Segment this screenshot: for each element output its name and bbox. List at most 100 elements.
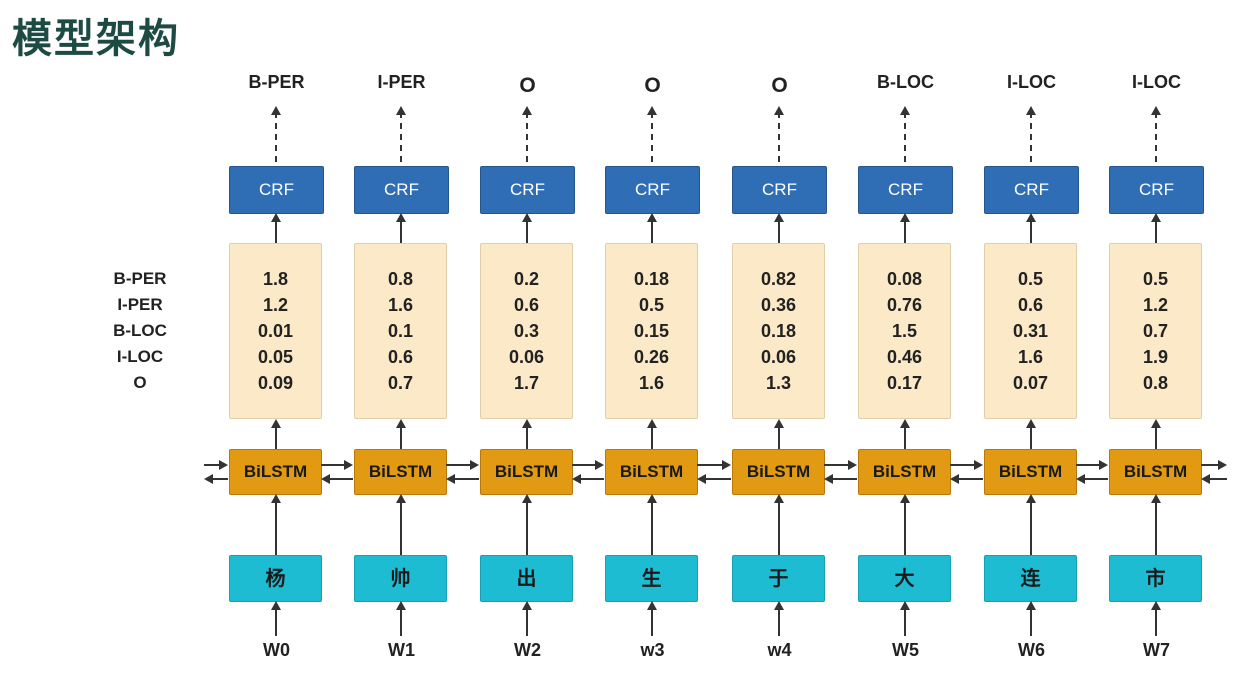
arrow-head [204, 474, 213, 484]
score-list: 0.8 1.6 0.1 0.6 0.7 [355, 266, 446, 396]
forward-arrow [204, 464, 220, 466]
score-list: 0.5 0.6 0.31 1.6 0.07 [985, 266, 1076, 396]
score-value: 0.18 [760, 321, 797, 341]
arrow-head [774, 601, 784, 610]
bilstm-box: BiLSTM [605, 449, 698, 495]
forward-arrow [697, 464, 723, 466]
arrow-head [1099, 460, 1108, 470]
arrow-head [1218, 460, 1227, 470]
bilstm-box: BiLSTM [354, 449, 447, 495]
arrow-head [900, 213, 910, 222]
output-tag: O [771, 74, 788, 97]
score-value: 0.3 [513, 321, 540, 341]
arrow-head [470, 460, 479, 470]
word-label: w3 [640, 640, 665, 660]
score-value: 0.6 [513, 295, 540, 315]
output-tag: O [644, 74, 661, 97]
arrow-head [396, 601, 406, 610]
dashed-arrow [778, 112, 780, 162]
dashed-arrow [275, 112, 277, 162]
char-box: 大 [858, 555, 951, 602]
bilstm-box: BiLSTM [480, 449, 573, 495]
arrow-head [522, 213, 532, 222]
score-value: 0.09 [257, 373, 294, 393]
score-value: 0.8 [387, 269, 414, 289]
arrow-char-to-bilstm [651, 502, 653, 555]
dashed-arrow [400, 112, 402, 162]
arrow-char-to-bilstm [778, 502, 780, 555]
row-label-b-loc: B-LOC [113, 321, 167, 340]
score-value: 0.8 [1142, 373, 1169, 393]
arrow-head [572, 474, 581, 484]
char-box: 杨 [229, 555, 322, 602]
arrow-head [1151, 213, 1161, 222]
score-value: 1.6 [1017, 347, 1044, 367]
row-label-i-loc: I-LOC [116, 347, 164, 366]
backward-arrow [705, 478, 731, 480]
score-box: 0.18 0.5 0.15 0.26 1.6 [605, 243, 698, 419]
score-value: 0.07 [1012, 373, 1049, 393]
char-box: 生 [605, 555, 698, 602]
dashed-arrow-head [396, 106, 406, 115]
backward-arrow [1209, 478, 1227, 480]
dashed-arrow [1030, 112, 1032, 162]
char-box: 于 [732, 555, 825, 602]
arrow-head [900, 601, 910, 610]
output-tag: I-PER [377, 72, 426, 92]
column-5: B-LOC CRF 0.08 0.76 1.5 0.46 0.17 BiLSTM 大 W5 [858, 0, 953, 673]
forward-arrow [950, 464, 975, 466]
arrow-bilstm-to-score [1155, 427, 1157, 449]
score-box: 0.8 1.6 0.1 0.6 0.7 [354, 243, 447, 419]
crf-box: CRF [732, 166, 827, 214]
arrow-head [900, 419, 910, 428]
bilstm-box: BiLSTM [1109, 449, 1202, 495]
arrow-head [647, 419, 657, 428]
arrow-bilstm-to-score [778, 427, 780, 449]
arrow-head [1026, 494, 1036, 503]
arrow-score-to-crf [904, 221, 906, 243]
score-value: 1.2 [1142, 295, 1169, 315]
arrow-char-to-bilstm [400, 502, 402, 555]
arrow-head [1026, 419, 1036, 428]
dashed-arrow [1155, 112, 1157, 162]
arrow-head [1076, 474, 1085, 484]
arrow-head [722, 460, 731, 470]
arrow-bilstm-to-score [1030, 427, 1032, 449]
char-box: 帅 [354, 555, 447, 602]
score-box: 0.5 1.2 0.7 1.9 0.8 [1109, 243, 1202, 419]
dashed-arrow [526, 112, 528, 162]
row-label-b-per: B-PER [113, 269, 167, 288]
arrow-word-to-char [1155, 609, 1157, 636]
score-value: 1.3 [765, 373, 792, 393]
char-box: 连 [984, 555, 1077, 602]
bilstm-box: BiLSTM [732, 449, 825, 495]
dashed-arrow-head [271, 106, 281, 115]
crf-box: CRF [984, 166, 1079, 214]
arrow-head [1026, 213, 1036, 222]
score-value: 0.31 [1012, 321, 1049, 341]
arrow-head [321, 474, 330, 484]
arrow-head [522, 601, 532, 610]
word-label: W1 [388, 640, 415, 660]
row-label-i-per: I-PER [117, 295, 163, 314]
backward-arrow [832, 478, 857, 480]
score-list: 0.18 0.5 0.15 0.26 1.6 [606, 266, 697, 396]
column-4: O CRF 0.82 0.36 0.18 0.06 1.3 BiLSTM 于 w4 [732, 0, 827, 673]
score-value: 0.15 [633, 321, 670, 341]
bilstm-box: BiLSTM [858, 449, 951, 495]
arrow-head [271, 494, 281, 503]
backward-arrow [958, 478, 983, 480]
arrow-head [1201, 474, 1210, 484]
arrow-word-to-char [526, 609, 528, 636]
arrow-head [774, 419, 784, 428]
arrow-head [446, 474, 455, 484]
forward-arrow [572, 464, 596, 466]
arrow-head [522, 494, 532, 503]
column-3: O CRF 0.18 0.5 0.15 0.26 1.6 BiLSTM 生 w3 [605, 0, 700, 673]
column-1: I-PER CRF 0.8 1.6 0.1 0.6 0.7 BiLSTM 帅 W1 [354, 0, 449, 673]
score-value: 0.5 [1142, 269, 1169, 289]
score-value: 0.82 [760, 269, 797, 289]
dashed-arrow-head [1026, 106, 1036, 115]
row-label-o: O [133, 373, 147, 392]
crf-box: CRF [229, 166, 324, 214]
